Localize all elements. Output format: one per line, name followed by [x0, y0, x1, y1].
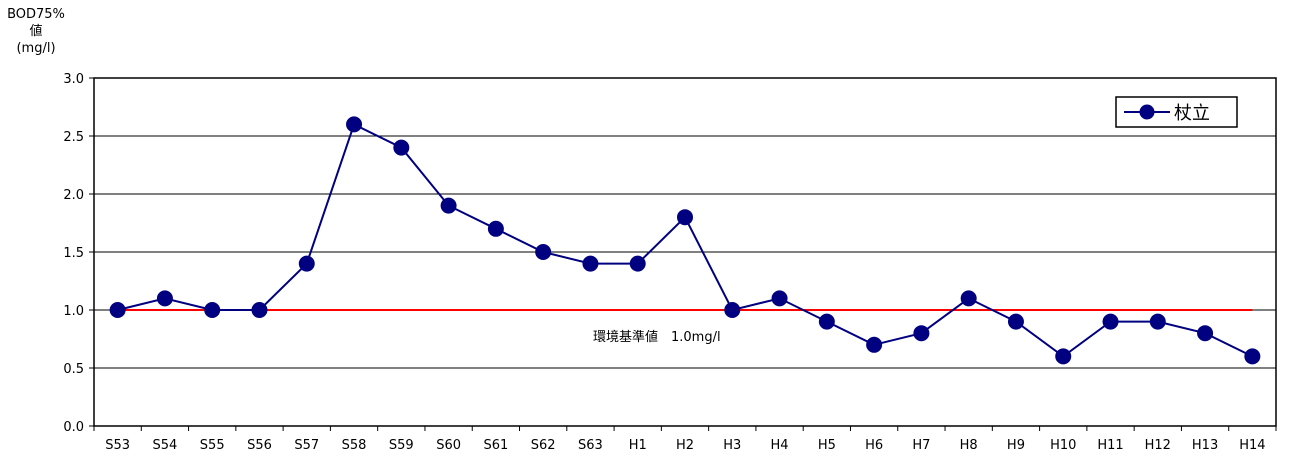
x-tick-label-S61: S61: [483, 438, 508, 453]
series-line-0: [117, 123, 1253, 358]
x-tick-label-S60: S60: [436, 438, 461, 453]
data-point-H14: [1244, 348, 1261, 365]
y-tick-label-6: 3.0: [63, 72, 84, 87]
data-point-H13: [1197, 325, 1214, 342]
data-point-S53: [109, 302, 126, 318]
x-tick-label-H1: H1: [629, 438, 647, 453]
reference-line-label: 環境基準値 1.0mg/l: [593, 329, 721, 345]
y-axis-title-line2: (mg/l): [16, 41, 56, 56]
x-tick-label-H9: H9: [1007, 438, 1025, 453]
y-tick-label-3: 1.5: [63, 246, 84, 261]
data-point-H11: [1102, 313, 1119, 330]
x-tick-label-H12: H12: [1145, 438, 1171, 453]
x-tick-label-S55: S55: [200, 438, 225, 453]
data-point-H10: [1055, 348, 1072, 365]
legend-label: 杖立: [1174, 103, 1210, 124]
x-tick-label-H6: H6: [865, 438, 883, 453]
y-axis-title: BOD75%値 (mg/l): [6, 6, 66, 57]
y-tick-label-1: 0.5: [63, 362, 84, 377]
x-tick-label-S59: S59: [389, 438, 414, 453]
y-tick-label-0: 0.0: [63, 420, 84, 435]
data-point-S62: [535, 244, 552, 260]
data-point-S61: [487, 220, 504, 237]
x-tick-label-H5: H5: [818, 438, 836, 453]
data-point-H2: [677, 209, 693, 226]
x-tick-label-S62: S62: [531, 438, 556, 453]
y-tick-label-4: 2.0: [63, 188, 84, 203]
x-tick-label-H11: H11: [1097, 438, 1123, 453]
y-tick-label-5: 2.5: [63, 130, 84, 145]
x-tick-label-H8: H8: [960, 438, 978, 453]
x-tick-label-H4: H4: [771, 438, 789, 453]
data-point-S58: [346, 116, 363, 133]
x-tick-label-H2: H2: [676, 438, 694, 453]
data-point-H3: [724, 302, 741, 318]
x-tick-label-S57: S57: [294, 438, 319, 453]
data-point-H6: [866, 336, 883, 353]
data-point-H4: [771, 290, 788, 307]
data-point-H8: [960, 290, 977, 307]
x-tick-label-H13: H13: [1192, 438, 1218, 453]
data-point-S57: [298, 255, 315, 272]
y-tick-label-2: 1.0: [63, 304, 84, 319]
data-point-S55: [204, 302, 221, 318]
y-axis-title-line1: BOD75%値: [7, 7, 65, 39]
data-point-H7: [913, 325, 930, 342]
x-tick-label-S56: S56: [247, 438, 272, 453]
x-tick-label-S53: S53: [105, 438, 130, 453]
data-point-H9: [1007, 313, 1024, 330]
data-point-S54: [156, 290, 173, 307]
data-point-H12: [1149, 313, 1166, 330]
data-point-S59: [393, 139, 410, 156]
data-point-S63: [582, 255, 599, 272]
data-point-H1: [629, 255, 646, 272]
x-tick-label-S63: S63: [578, 438, 603, 453]
x-tick-label-H10: H10: [1050, 438, 1076, 453]
x-tick-label-H3: H3: [723, 438, 741, 453]
x-tick-label-S58: S58: [342, 438, 367, 453]
x-tick-label-S54: S54: [153, 438, 178, 453]
data-point-S56: [251, 302, 268, 318]
data-point-S60: [440, 197, 457, 214]
legend-marker: [1139, 104, 1155, 120]
data-point-H5: [818, 313, 835, 330]
x-tick-label-H7: H7: [912, 438, 930, 453]
x-tick-label-H14: H14: [1239, 438, 1265, 453]
